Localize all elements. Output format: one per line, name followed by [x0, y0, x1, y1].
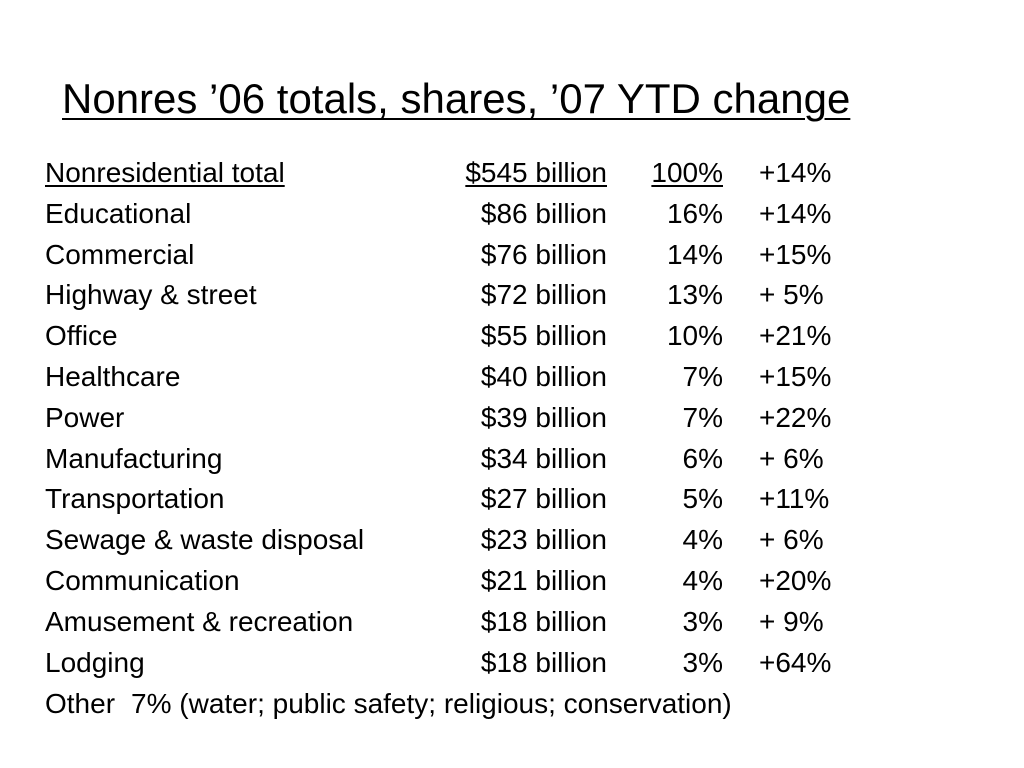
header-change: +14% — [759, 157, 832, 188]
row-category: Sewage & waste disposal — [45, 524, 365, 556]
row-share: 5% — [682, 483, 723, 515]
row-category: Amusement & recreation — [45, 605, 354, 637]
row-category: Educational — [45, 197, 192, 229]
row-amount: $27 billion — [480, 483, 607, 515]
table-row: Highway & street $72 billion 13% + 5% — [45, 275, 899, 316]
row-share: 13% — [666, 279, 723, 311]
row-amount: $72 billion — [480, 279, 607, 311]
slide-title: Nonres ’06 totals, shares, ’07 YTD chang… — [62, 75, 851, 122]
row-change: + 6% — [759, 442, 824, 474]
table-row: Office $55 billion 10% +21% — [45, 316, 899, 357]
header-share: 100% — [651, 157, 723, 188]
row-change: + 5% — [759, 279, 824, 311]
row-amount: $39 billion — [480, 401, 607, 433]
table-row: Communication $21 billion 4% +20% — [45, 561, 899, 602]
row-amount: $18 billion — [480, 605, 607, 637]
row-change: +21% — [759, 320, 832, 352]
row-change: +14% — [759, 197, 832, 229]
row-amount: $76 billion — [480, 238, 607, 270]
table-row: Lodging $18 billion 3% +64% — [45, 643, 899, 684]
row-category: Commercial — [45, 238, 195, 270]
table-row: Healthcare $40 billion 7% +15% — [45, 357, 899, 398]
row-change: + 9% — [759, 605, 824, 637]
row-share: 4% — [682, 564, 723, 596]
row-category: Transportation — [45, 483, 225, 515]
row-category: Lodging — [45, 646, 145, 678]
row-share: 14% — [666, 238, 723, 270]
row-change: +64% — [759, 646, 832, 678]
row-change: +15% — [759, 238, 832, 270]
row-share: 6% — [682, 442, 723, 474]
other-label: Other — [45, 688, 116, 719]
row-share: 3% — [682, 605, 723, 637]
row-amount: $86 billion — [480, 197, 607, 229]
row-category: Power — [45, 401, 125, 433]
row-change: +20% — [759, 564, 832, 596]
header-category: Nonresidential total — [45, 157, 285, 188]
header-category-cell: Nonresidential total — [45, 153, 455, 194]
row-amount: $34 billion — [480, 442, 607, 474]
row-amount: $55 billion — [480, 320, 607, 352]
other-note: Other 7% (water; public safety; religious… — [45, 684, 732, 724]
row-amount: $40 billion — [480, 360, 607, 392]
header-share-cell: 100% — [607, 153, 723, 194]
row-share: 10% — [666, 320, 723, 352]
table-row: Sewage & waste disposal $23 billion 4% +… — [45, 520, 899, 561]
header-amount: $545 billion — [465, 157, 607, 188]
row-category: Manufacturing — [45, 442, 223, 474]
row-share: 16% — [666, 197, 723, 229]
row-change: +11% — [759, 483, 830, 515]
table-row: Educational $86 billion 16% +14% — [45, 194, 899, 235]
row-share: 7% — [682, 360, 723, 392]
row-category: Office — [45, 320, 118, 352]
table-row: Manufacturing $34 billion 6% + 6% — [45, 439, 899, 480]
row-share: 7% — [682, 401, 723, 433]
table-header-row: Nonresidential total $545 billion 100% +… — [45, 153, 899, 194]
row-category: Healthcare — [45, 360, 181, 392]
nonres-spending-table: Nonresidential total $545 billion 100% +… — [45, 153, 899, 683]
row-share: 3% — [682, 646, 723, 678]
row-amount: $21 billion — [480, 564, 607, 596]
row-change: +15% — [759, 360, 832, 392]
row-amount: $23 billion — [480, 524, 607, 556]
row-category: Communication — [45, 564, 240, 596]
table-row: Commercial $76 billion 14% +15% — [45, 235, 899, 276]
other-text: 7% (water; public safety; religious; con… — [131, 688, 732, 719]
header-amount-cell: $545 billion — [455, 153, 607, 194]
table-row: Power $39 billion 7% +22% — [45, 398, 899, 439]
row-share: 4% — [682, 524, 723, 556]
table-row: Transportation $27 billion 5% +11% — [45, 479, 899, 520]
row-change: +22% — [759, 401, 832, 433]
row-category: Highway & street — [45, 279, 257, 311]
row-change: + 6% — [759, 524, 824, 556]
row-amount: $18 billion — [480, 646, 607, 678]
table-row: Amusement & recreation $18 billion 3% + … — [45, 602, 899, 643]
